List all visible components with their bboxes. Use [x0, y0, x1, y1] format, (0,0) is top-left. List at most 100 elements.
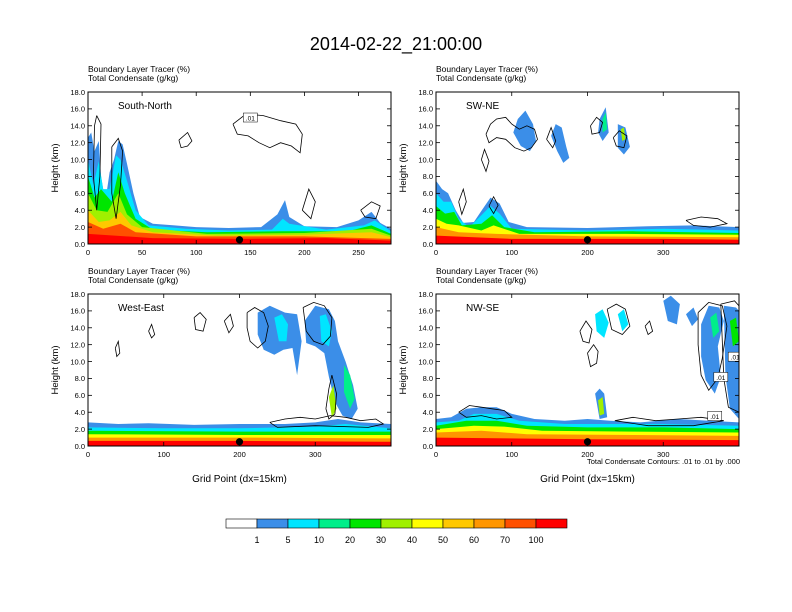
- contour-label-box: [707, 411, 723, 421]
- tracer-fill-level-2: [274, 314, 288, 342]
- tracer-fill-level-1: [551, 124, 570, 163]
- panel-subtitle-tracer: Boundary Layer Tracer (%): [88, 64, 190, 74]
- y-tick-label: 8.0: [423, 374, 433, 383]
- condensate-contour: [488, 195, 499, 215]
- panel-label: NW-SE: [466, 303, 499, 314]
- tracer-fill-level-4: [729, 317, 739, 347]
- panel-subtitle-condensate: Total Condensate (g/kg): [88, 275, 178, 285]
- x-tick-label: 50: [138, 248, 146, 257]
- y-tick-label: 14.0: [70, 324, 85, 333]
- y-tick-label: 12.0: [70, 138, 85, 147]
- contour-label-box: [713, 372, 729, 382]
- tracer-fill-level-1: [686, 307, 699, 327]
- x-tick-label: 100: [505, 450, 518, 459]
- plot-area: [88, 294, 391, 446]
- condensate-contour: [458, 187, 467, 216]
- y-tick-label: 2.0: [423, 223, 433, 232]
- tracer-fill-level-5: [328, 385, 337, 418]
- condensate-contour: [360, 201, 381, 220]
- x-tick-label: 200: [233, 450, 246, 459]
- tracer-fill-level-3: [344, 364, 355, 409]
- colorbar-swatch-0: [225, 518, 258, 529]
- y-tick-label: 6.0: [75, 189, 85, 198]
- y-tick-label: 12.0: [418, 340, 433, 349]
- plot-area: .01 .01 .01: [436, 294, 740, 446]
- y-tick-label: 18.0: [418, 88, 433, 97]
- colorbar-swatch-6: [411, 518, 444, 529]
- colorbar-swatch-3: [318, 518, 351, 529]
- y-tick-label: 0.0: [75, 240, 85, 249]
- panel-south-north: Boundary Layer Tracer (%)Total Condensat…: [50, 64, 392, 257]
- condensate-contour: [301, 188, 316, 220]
- y-tick-label: 16.0: [70, 105, 85, 114]
- colorbar-swatch-5: [380, 518, 413, 529]
- condensate-contour: [232, 113, 303, 154]
- contour-label: .01: [731, 355, 740, 362]
- colorbar-label: 70: [500, 535, 510, 545]
- location-marker: [583, 236, 592, 244]
- condensate-contour: [178, 131, 193, 149]
- y-tick-label: 8.0: [75, 172, 85, 181]
- condensate-contour: [606, 303, 631, 335]
- tracer-fill-level-5: [88, 193, 391, 244]
- x-tick-label: 200: [298, 248, 311, 257]
- condensate-contour: [590, 116, 604, 135]
- plot-area: .01: [88, 92, 391, 244]
- x-tick-label: 300: [309, 450, 322, 459]
- colorbar-swatch-8: [473, 518, 506, 529]
- colorbar-label: 100: [528, 535, 543, 545]
- figure-title: 2014-02-22_21:00:00: [310, 34, 482, 55]
- y-axis-label: Height (km): [50, 143, 61, 192]
- condensate-contour: [458, 405, 513, 420]
- condensate-contour: [685, 216, 729, 228]
- x-tick-label: 0: [434, 450, 438, 459]
- condensate-contour: [481, 148, 490, 173]
- y-tick-label: 14.0: [418, 324, 433, 333]
- y-tick-label: 0.0: [423, 240, 433, 249]
- contour-label: .01: [710, 414, 719, 421]
- panel-subtitle-condensate: Total Condensate (g/kg): [88, 73, 178, 83]
- y-tick-label: 10.0: [418, 155, 433, 164]
- y-tick-label: 8.0: [423, 172, 433, 181]
- contour-label: .01: [716, 375, 725, 382]
- condensate-contour: [223, 313, 234, 334]
- condensate-contour: [546, 126, 557, 149]
- y-tick-label: 18.0: [70, 88, 85, 97]
- condensate-contour: [325, 375, 337, 420]
- panel-sw-ne: Boundary Layer Tracer (%)Total Condensat…: [398, 64, 740, 257]
- tracer-fill-level-5: [598, 397, 605, 416]
- y-tick-label: 14.0: [418, 122, 433, 131]
- condensate-contour: [614, 416, 724, 427]
- y-tick-label: 4.0: [75, 206, 85, 215]
- y-tick-label: 10.0: [70, 357, 85, 366]
- condensate-contour: [246, 307, 269, 349]
- x-tick-label: 200: [581, 248, 594, 257]
- y-tick-label: 6.0: [423, 391, 433, 400]
- y-tick-label: 2.0: [423, 425, 433, 434]
- contour-footnote: Total Condensate Contours: .01 to .01 by…: [587, 457, 740, 466]
- tracer-fill-level-5: [620, 127, 626, 141]
- x-axis-label: Grid Point (dx=15km): [540, 474, 635, 485]
- x-tick-label: 300: [657, 248, 670, 257]
- condensate-contour: [644, 320, 654, 336]
- condensate-contour: [587, 344, 599, 368]
- x-tick-label: 100: [157, 450, 170, 459]
- y-tick-label: 4.0: [423, 408, 433, 417]
- y-tick-label: 8.0: [75, 374, 85, 383]
- condensate-contour: [193, 312, 207, 332]
- condensate-contour: [697, 301, 728, 392]
- panel-label: SW-NE: [466, 101, 499, 112]
- tracer-fill-level-3: [602, 112, 608, 133]
- tracer-fill-level-3: [710, 312, 720, 338]
- colorbar-label: 10: [314, 535, 324, 545]
- contour-label-box: [243, 112, 258, 123]
- tracer-fill-level-2: [617, 309, 629, 332]
- y-tick-label: 16.0: [70, 307, 85, 316]
- condensate-contour: [92, 115, 102, 211]
- condensate-contour: [111, 137, 124, 219]
- panel-west-east: Boundary Layer Tracer (%)Total Condensat…: [50, 266, 392, 485]
- y-tick-label: 6.0: [75, 391, 85, 400]
- colorbar-swatch-9: [504, 518, 537, 529]
- panel-subtitle-condensate: Total Condensate (g/kg): [436, 73, 526, 83]
